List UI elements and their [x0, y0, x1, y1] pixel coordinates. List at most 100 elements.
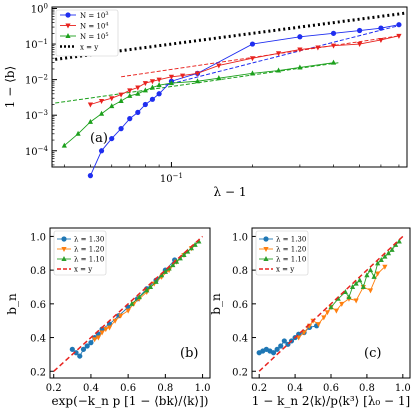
a-series-1-point — [168, 74, 175, 80]
c-series-2-point — [357, 277, 363, 283]
b-series-0-point — [88, 340, 94, 346]
a-series-0-point — [142, 101, 148, 108]
b-series-2-point — [181, 251, 187, 257]
a-legend-marker-0 — [65, 12, 71, 18]
a-series-line-0 — [89, 24, 400, 176]
a-series-2-point — [135, 90, 141, 96]
c-series-2-point — [375, 260, 381, 266]
b-series-2-point — [188, 245, 194, 251]
a-legend-label-1: N = 104 — [80, 22, 109, 31]
a-legend-label-0: N = 103 — [80, 11, 109, 20]
c-series-line-3 — [258, 235, 404, 372]
a-fit-line-0 — [165, 25, 400, 86]
a-series-1-point — [216, 63, 222, 69]
a-series-1-point — [194, 71, 201, 77]
c-series-1-point — [375, 271, 381, 277]
c-ytick-label-2: 0.6 — [232, 300, 248, 311]
a-series-0-point — [135, 109, 141, 115]
a-series-2-point — [142, 87, 148, 93]
a-legend-label-3: x = y — [80, 44, 98, 52]
a-series-1-point — [127, 88, 133, 94]
b-xtick-label-1: 0.4 — [83, 383, 99, 394]
b-series-1-point — [125, 308, 131, 314]
c-legend-marker-1 — [263, 247, 269, 252]
a-series-0-point — [249, 41, 256, 47]
c-series-2-point — [335, 295, 341, 301]
a-series-2-point — [249, 70, 256, 76]
panel-b-ylabel: b_n — [5, 293, 19, 315]
c-ytick-label-0: 0.2 — [232, 367, 248, 378]
c-ytick-label-4: 1.0 — [232, 232, 248, 243]
c-legend-label-0: λ = 1.30 — [276, 236, 306, 244]
b-series-1-point — [103, 327, 109, 333]
c-series-2-point — [385, 250, 392, 256]
b-xtick-label-4: 1.0 — [195, 383, 211, 394]
panel-c-legend: λ = 1.30 λ = 1.20 λ = 1.10 x = y — [255, 230, 309, 276]
c-xtick-label-0: 0.2 — [251, 383, 267, 394]
c-series-2-point — [342, 289, 348, 295]
a-series-2-point — [156, 82, 162, 88]
a-series-2-point — [118, 98, 124, 104]
c-ytick-label-1: 0.4 — [232, 334, 248, 345]
b-ytick-label-2: 0.6 — [30, 300, 46, 311]
c-xtick-label-4: 1.0 — [395, 383, 411, 394]
a-series-1-point — [109, 96, 115, 102]
c-xtick-label-1: 0.4 — [287, 383, 303, 394]
b-series-0-point — [69, 346, 75, 352]
a-series-1-point — [378, 37, 384, 43]
a-ytick-label-1: 10−3 — [25, 109, 48, 122]
a-series-0-point — [118, 126, 124, 132]
c-series-2-point — [389, 246, 395, 252]
b-series-2-point — [159, 272, 165, 278]
panel-a-ylabel: 1 − ⟨b⟩ — [3, 66, 17, 108]
b-series-2-point — [129, 300, 135, 306]
c-series-1-point — [324, 310, 331, 316]
a-series-0-point — [87, 173, 94, 179]
a-series-0-point — [330, 30, 337, 36]
c-series-2-point — [364, 272, 370, 278]
a-legend-label-2: N = 105 — [80, 32, 109, 41]
a-series-1-point — [98, 99, 105, 105]
panel-b-ticks: 0.2 0.4 0.6 0.8 1.0 0.2 0.4 0.6 0.8 1.0 — [30, 232, 210, 394]
panel-c-tag: (c) — [364, 346, 381, 361]
a-series-2-point — [168, 80, 175, 86]
b-series-1-point — [112, 318, 118, 324]
c-series-1-point — [321, 315, 327, 321]
c-series-2-point — [349, 283, 356, 289]
b-xtick-label-0: 0.2 — [46, 383, 62, 394]
c-series-1-point — [382, 264, 388, 270]
a-xtick-label-0: 10−1 — [160, 172, 183, 185]
a-ytick-label-4: 100 — [31, 2, 48, 15]
a-series-2-point — [61, 142, 67, 148]
a-series-1-point — [356, 42, 363, 48]
a-series-0-point — [109, 135, 115, 142]
a-series-2-point — [194, 78, 201, 84]
a-series-2-point — [98, 110, 105, 116]
b-legend-label-2: λ = 1.10 — [74, 256, 104, 264]
a-ytick-label-0: 10−4 — [25, 145, 49, 158]
a-series-0-point — [378, 25, 384, 31]
panel-c-series — [256, 235, 404, 372]
c-series-line-1 — [298, 266, 386, 338]
c-legend-marker-0 — [263, 236, 269, 242]
b-ytick-label-1: 0.4 — [30, 334, 46, 345]
a-series-1-point — [135, 85, 141, 91]
panel-b-tag: (b) — [180, 346, 198, 361]
c-series-2-point — [346, 294, 352, 300]
b-series-2-point — [153, 278, 159, 284]
c-series-2-point — [382, 253, 388, 259]
b-xtick-label-3: 0.8 — [157, 383, 173, 394]
c-series-1-point — [353, 298, 359, 304]
panel-b-series — [53, 235, 204, 372]
c-xtick-label-2: 0.6 — [323, 383, 339, 394]
b-series-1-point — [99, 330, 105, 336]
panel-b-frame — [49, 227, 211, 379]
a-series-0-point — [396, 22, 402, 28]
b-series-2-point — [192, 241, 198, 247]
a-series-1-point — [149, 79, 156, 85]
c-series-2-point — [396, 238, 402, 244]
a-series-0-point — [149, 96, 156, 102]
a-legend-marker-2 — [65, 33, 71, 38]
c-series-1-point — [339, 301, 345, 307]
